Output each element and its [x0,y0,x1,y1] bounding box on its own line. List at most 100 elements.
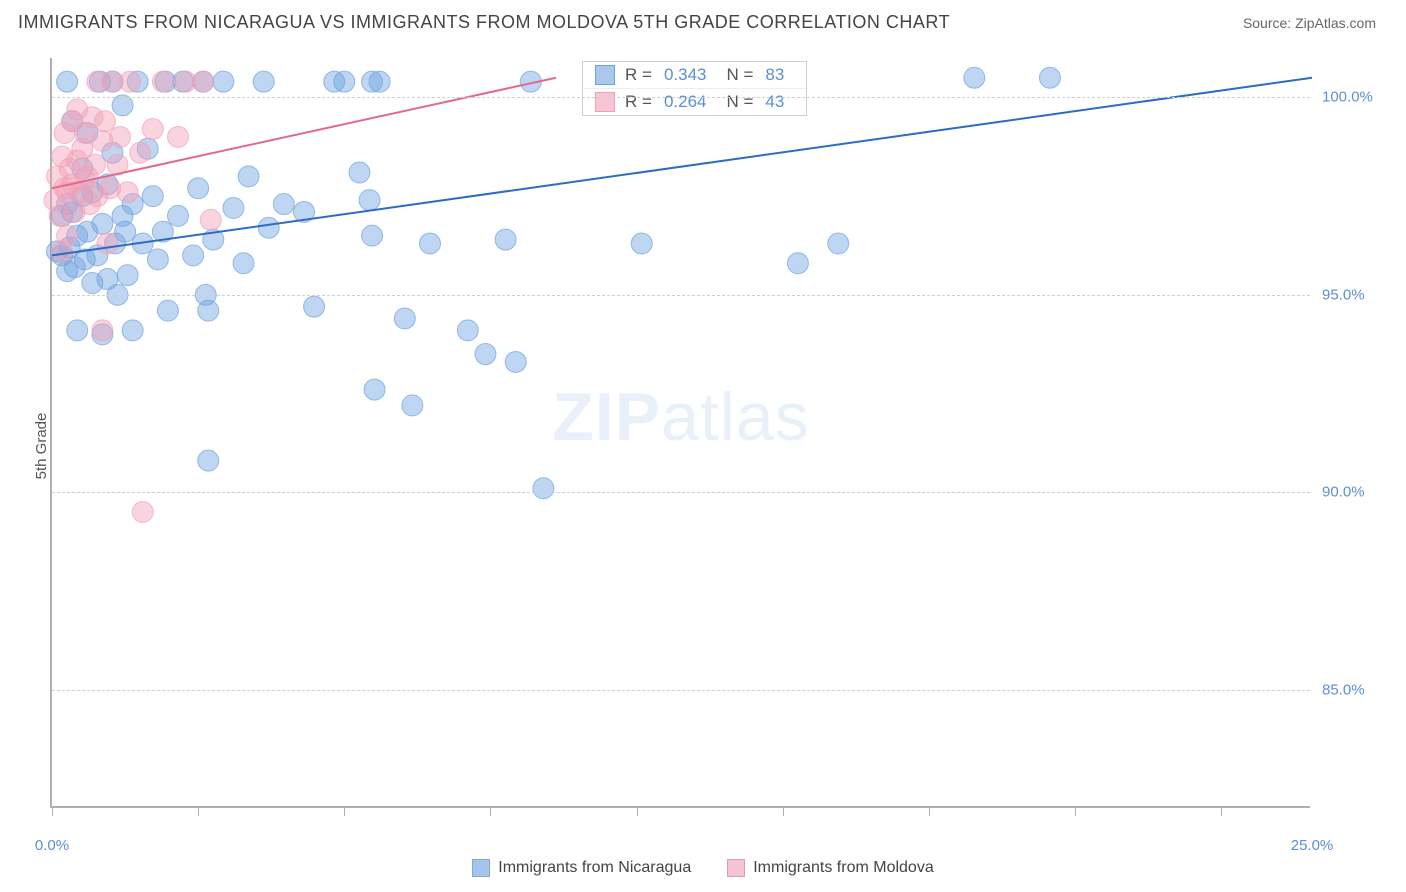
stat-r-label: R = [625,92,652,112]
gridline-h [52,97,1310,98]
stat-r-value: 0.264 [664,92,707,112]
data-point [253,71,274,92]
bottom-legend: Immigrants from Nicaragua Immigrants from… [0,859,1406,882]
stats-legend-row: R = 0.264 N = 43 [583,89,806,115]
data-point [402,395,423,416]
data-point [110,126,131,147]
data-point [193,71,214,92]
stat-r-value: 0.343 [664,65,707,85]
x-tick [783,806,784,816]
data-point [787,253,808,274]
gridline-h [52,492,1310,493]
source-name: ZipAtlas.com [1295,15,1376,31]
bottom-legend-item: Immigrants from Moldova [727,859,934,877]
data-point [142,186,163,207]
data-point [92,320,113,341]
data-point [359,190,380,211]
data-point [364,379,385,400]
y-tick-label: 85.0% [1322,681,1382,698]
source-attribution: Source: ZipAtlas.com [1243,15,1376,31]
data-point [97,233,118,254]
legend-swatch [727,859,745,877]
data-point [157,300,178,321]
y-tick-label: 90.0% [1322,484,1382,501]
data-point [57,225,78,246]
legend-swatch [472,859,490,877]
bottom-legend-item: Immigrants from Nicaragua [472,859,691,877]
data-point [84,154,105,175]
x-tick [1221,806,1222,816]
data-point [198,450,219,471]
data-point [475,344,496,365]
stat-n-value: 43 [765,92,784,112]
data-point [233,253,254,274]
data-point [533,478,554,499]
x-tick [490,806,491,816]
data-point [57,71,78,92]
data-point [420,233,441,254]
x-tick [52,806,53,816]
chart-title: IMMIGRANTS FROM NICARAGUA VS IMMIGRANTS … [18,12,950,33]
legend-swatch [595,65,615,85]
x-tick [344,806,345,816]
gridline-h [52,690,1310,691]
data-point [130,142,151,163]
legend-swatch [595,92,615,112]
stat-n-label: N = [726,92,753,112]
data-point [188,178,209,199]
data-point [505,351,526,372]
data-point [94,111,115,132]
data-point [183,245,204,266]
data-point [394,308,415,329]
plot-frame: ZIPatlas R =0.343N =83R =0.264N =43 85.0… [50,58,1310,808]
source-label: Source: [1243,15,1295,31]
data-point [168,205,189,226]
x-tick [637,806,638,816]
gridline-h [52,295,1310,296]
data-point [132,501,153,522]
legend-label: Immigrants from Nicaragua [498,859,691,877]
legend-label: Immigrants from Moldova [753,859,934,877]
data-point [67,320,88,341]
data-point [198,300,219,321]
data-point [117,265,138,286]
data-point [200,209,221,230]
data-point [92,213,113,234]
plot-area: ZIPatlas R =0.343N =83R =0.264N =43 85.0… [50,58,1310,808]
data-point [828,233,849,254]
data-point [495,229,516,250]
data-point [304,296,325,317]
data-point [213,71,234,92]
data-point [369,71,390,92]
data-point [147,249,168,270]
data-point [631,233,652,254]
data-point [1039,67,1060,88]
data-point [115,221,136,242]
stat-n-value: 83 [765,65,784,85]
data-point [457,320,478,341]
y-tick-label: 100.0% [1322,89,1382,106]
y-axis-label: 5th Grade [33,413,50,480]
x-tick-label: 0.0% [35,837,69,854]
x-tick [929,806,930,816]
x-tick-label: 25.0% [1291,837,1334,854]
data-point [238,166,259,187]
data-point [142,119,163,140]
scatter-svg [52,58,1312,808]
data-point [152,71,173,92]
stat-r-label: R = [625,65,652,85]
data-point [122,320,143,341]
data-point [349,162,370,183]
data-point [120,71,141,92]
stats-legend-row: R =0.343N =83 [583,62,806,89]
x-tick [1075,806,1076,816]
stats-legend-box: R = 0.343 N = 83 R = 0.264 N = 43 [582,61,807,116]
x-tick [198,806,199,816]
data-point [273,194,294,215]
data-point [168,126,189,147]
data-point [334,71,355,92]
y-tick-label: 95.0% [1322,286,1382,303]
data-point [223,198,244,219]
data-point [117,182,138,203]
data-point [964,67,985,88]
